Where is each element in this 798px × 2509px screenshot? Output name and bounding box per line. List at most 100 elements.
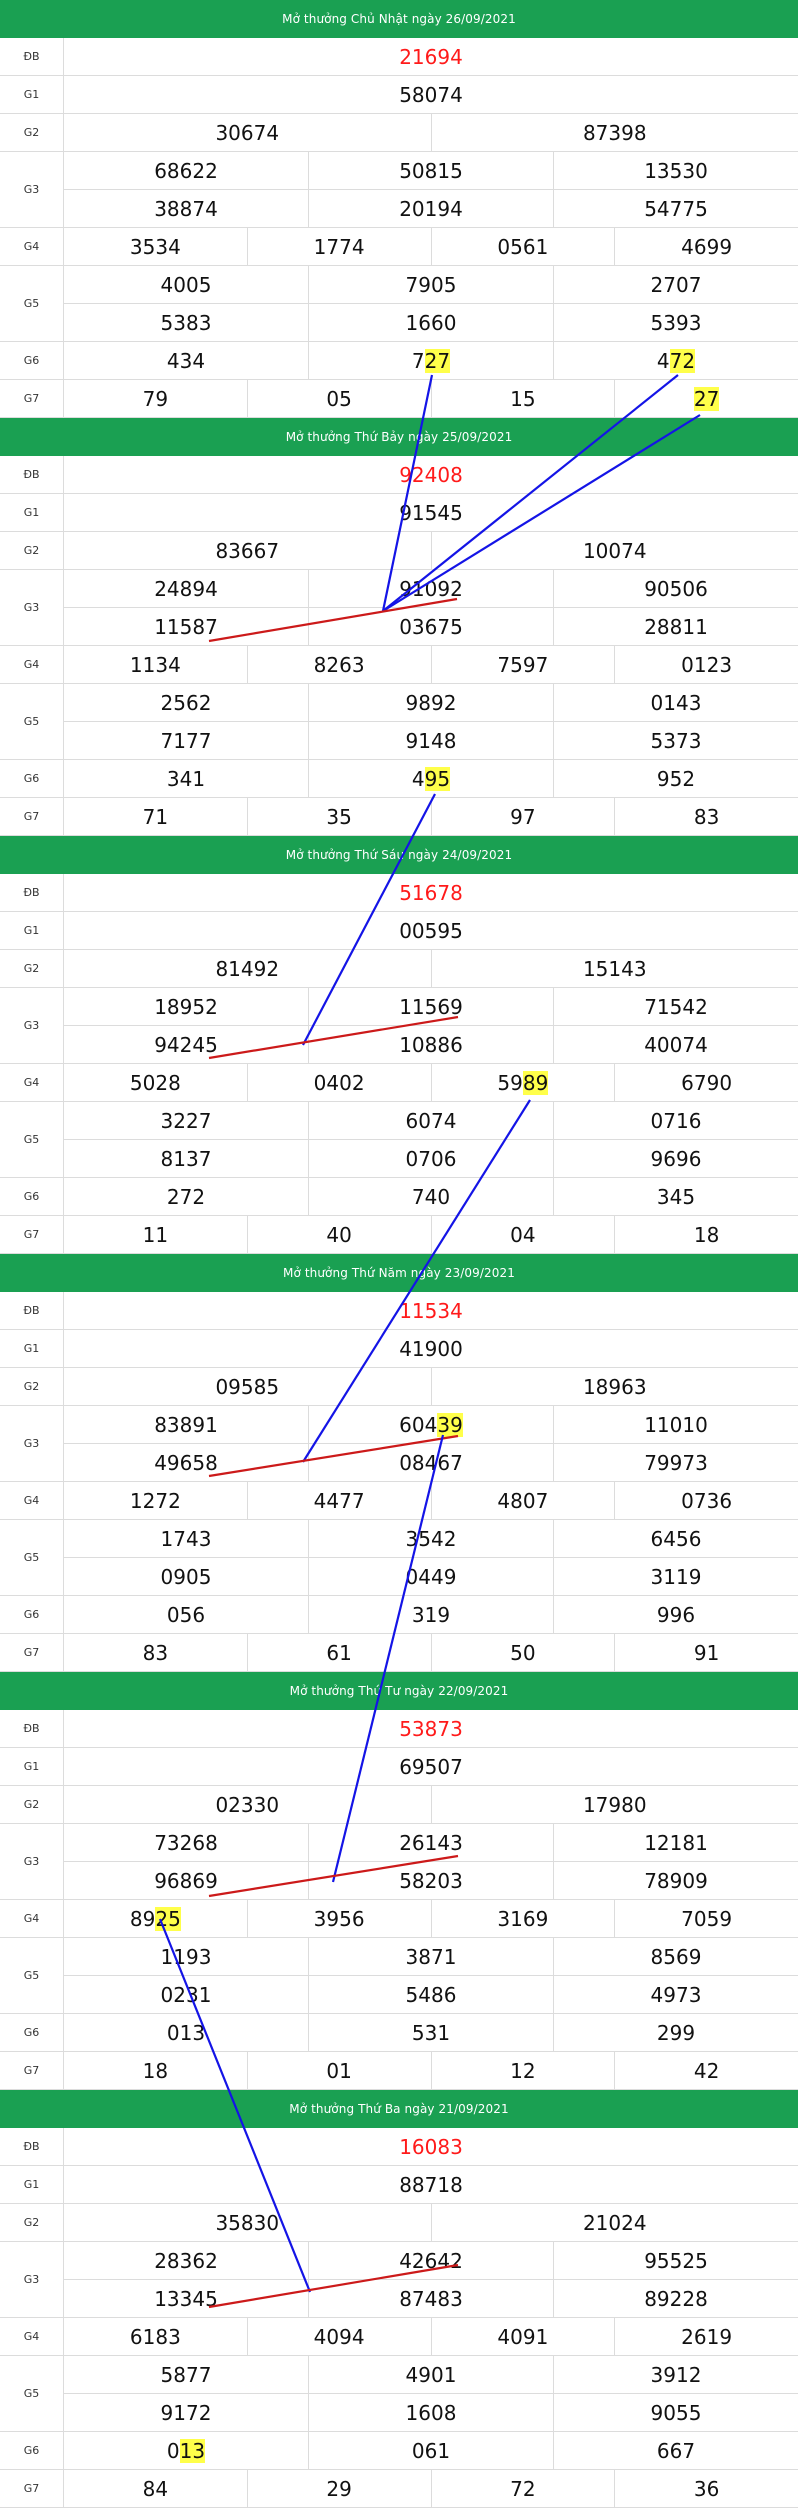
- prize-row: G2 09585 18963: [0, 1368, 798, 1406]
- prize-number: 4973: [554, 1976, 798, 2014]
- prize-number: 13345: [64, 2280, 309, 2318]
- prize-row: G4 89 25 3956 3169 7059: [0, 1900, 798, 1938]
- number-prefix: 89: [129, 1906, 156, 1931]
- prize-label: G4: [0, 1482, 64, 1520]
- prize-number: 0716: [554, 1102, 798, 1140]
- prize-label: G2: [0, 114, 64, 152]
- prize-number: 59 89: [431, 1064, 616, 1102]
- prize-row: G1 88718: [0, 2166, 798, 2204]
- prize-number: 299: [554, 2014, 798, 2052]
- prize-number: 0736: [615, 1482, 798, 1520]
- prize-number: 0449: [309, 1558, 554, 1596]
- prize-number: 3542: [309, 1520, 554, 1558]
- prize-number: 5393: [554, 304, 798, 342]
- prize-number: 5486: [309, 1976, 554, 2014]
- prize-row: G1 58074: [0, 76, 798, 114]
- prize-number: 4 95: [309, 760, 554, 798]
- prize-number: 9696: [554, 1140, 798, 1178]
- prize-number: 1134: [64, 646, 248, 684]
- prize-label: G1: [0, 2166, 64, 2204]
- prize-number: 4005: [64, 266, 309, 304]
- prize-number: 96869: [64, 1862, 309, 1900]
- prize-number: 30674: [64, 114, 432, 152]
- prize-number: 061: [309, 2432, 554, 2470]
- prize-number: 78909: [554, 1862, 798, 1900]
- prize-number: 18: [615, 1216, 798, 1254]
- prize-number: 7 27: [309, 342, 554, 380]
- prize-label: ĐB: [0, 456, 64, 494]
- prize-number: 17980: [431, 1786, 798, 1824]
- prize-number: 09585: [64, 1368, 432, 1406]
- prize-number: 72: [431, 2470, 616, 2508]
- prize-label: G5: [0, 1102, 64, 1178]
- prize-row: ĐB 92408: [0, 456, 798, 494]
- highlighted-digits: 95: [424, 766, 451, 791]
- prize-label: ĐB: [0, 874, 64, 912]
- prize-number: 89228: [554, 2280, 798, 2318]
- prize-number: 18: [64, 2052, 248, 2090]
- results-section: Mở thưởng Thứ Sáu ngày 24/09/2021 ĐB 51678…: [0, 836, 798, 1254]
- prize-number: 91: [615, 1634, 798, 1672]
- prize-row: G7 83 61 50 91: [0, 1634, 798, 1672]
- prize-label: G3: [0, 2242, 64, 2318]
- prize-number: 9172: [64, 2394, 309, 2432]
- prize-number: 69507: [64, 1748, 798, 1786]
- prize-number: 28362: [64, 2242, 309, 2280]
- prize-label: G2: [0, 2204, 64, 2242]
- prize-number: 40: [247, 1216, 432, 1254]
- prize-number: 1774: [247, 228, 432, 266]
- prize-number: 7059: [615, 1900, 798, 1938]
- prize-number: 12181: [554, 1824, 798, 1862]
- prize-number: 16083: [64, 2128, 798, 2166]
- prize-number: 84: [64, 2470, 248, 2508]
- prize-number: 91545: [64, 494, 798, 532]
- section-header: Mở thưởng Thứ Năm ngày 23/09/2021: [0, 1254, 798, 1292]
- prize-number: 29: [247, 2470, 432, 2508]
- prize-row: G7 11 40 04 18: [0, 1216, 798, 1254]
- prize-row: ĐB 51678: [0, 874, 798, 912]
- prize-row: ĐB 53873: [0, 1710, 798, 1748]
- prize-label: G4: [0, 1064, 64, 1102]
- prize-number: 15: [431, 380, 616, 418]
- prize-number: 53873: [64, 1710, 798, 1748]
- prize-number: 42: [615, 2052, 798, 2090]
- prize-number: 00595: [64, 912, 798, 950]
- highlighted-digits: 25: [155, 1906, 181, 1931]
- prize-number: 11534: [64, 1292, 798, 1330]
- prize-row: G2 30674 87398: [0, 114, 798, 152]
- prize-number: 51678: [64, 874, 798, 912]
- prize-number: 54775: [554, 190, 798, 228]
- prize-number: 0123: [615, 646, 798, 684]
- prize-number: 3227: [64, 1102, 309, 1140]
- prize-label: G3: [0, 570, 64, 646]
- prize-number: 03675: [309, 608, 554, 646]
- prize-label: G1: [0, 494, 64, 532]
- section-header: Mở thưởng Thứ Bảy ngày 25/09/2021: [0, 418, 798, 456]
- prize-label: G2: [0, 1786, 64, 1824]
- prize-number: 1660: [309, 304, 554, 342]
- prize-number: 1743: [64, 1520, 309, 1558]
- prize-number: 58074: [64, 76, 798, 114]
- prize-number: 9055: [554, 2394, 798, 2432]
- prize-label: G2: [0, 1368, 64, 1406]
- prize-number: 056: [64, 1596, 309, 1634]
- prize-row: G5 4005 7905 2707 5383 1660 5393: [0, 266, 798, 342]
- prize-number: 6183: [64, 2318, 248, 2356]
- prize-number: 0143: [554, 684, 798, 722]
- prize-number: 68622: [64, 152, 309, 190]
- prize-number: 3119: [554, 1558, 798, 1596]
- prize-label: G7: [0, 2470, 64, 2508]
- prize-number: 18963: [431, 1368, 798, 1406]
- highlighted-digits: 27: [693, 386, 720, 411]
- prize-label: ĐB: [0, 38, 64, 76]
- prize-row: ĐB 11534: [0, 1292, 798, 1330]
- prize-label: G6: [0, 2432, 64, 2470]
- prize-number: 0561: [431, 228, 616, 266]
- prize-number: 667: [554, 2432, 798, 2470]
- number-prefix: 59: [497, 1070, 523, 1095]
- prize-number: 9148: [309, 722, 554, 760]
- highlighted-digits: 89: [522, 1070, 549, 1095]
- prize-row: G4 1272 4477 4807 0736: [0, 1482, 798, 1520]
- prize-number: 87398: [431, 114, 798, 152]
- prize-number: 89 25: [64, 1900, 248, 1938]
